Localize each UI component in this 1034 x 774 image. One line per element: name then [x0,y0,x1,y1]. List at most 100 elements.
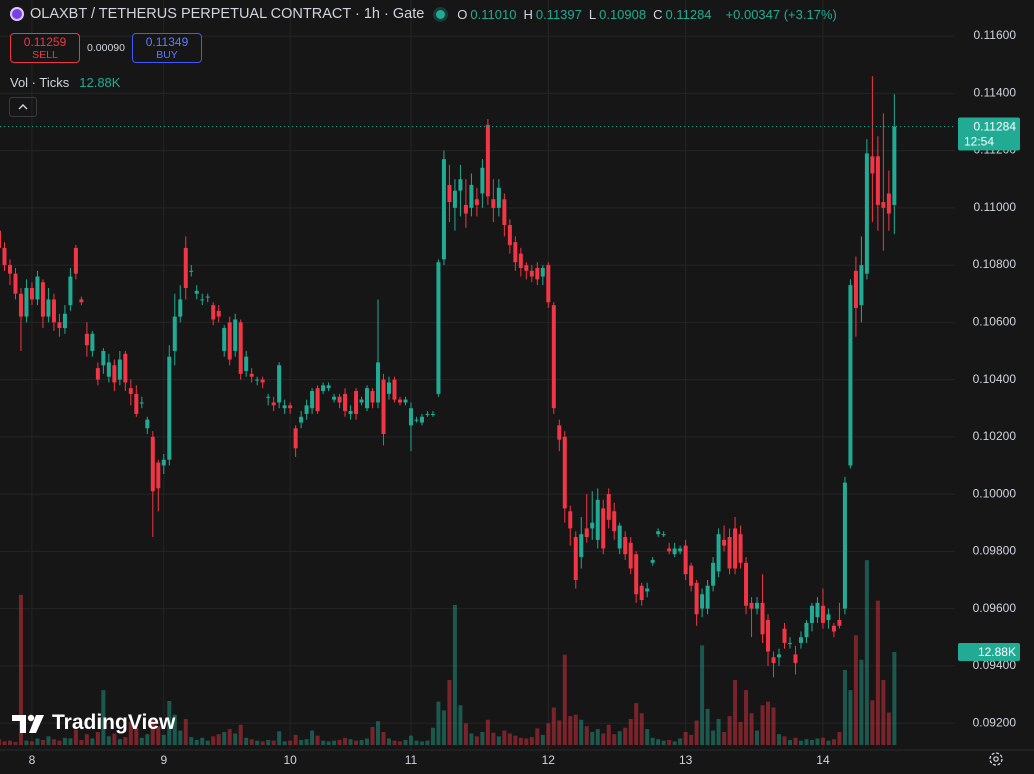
chart-title[interactable]: OLAXBT / TETHERUS PERPETUAL CONTRACT · 1… [30,6,425,22]
candle-body [485,124,490,197]
volume-bar [562,654,567,745]
volume-bar [738,721,743,745]
candle-body [584,528,589,538]
volume-bar [524,738,529,745]
x-tick-label: 12 [542,753,556,767]
volume-bar [744,690,749,745]
candle-body [227,322,232,360]
y-tick-label: 0.09800 [973,544,1017,558]
candle-body [700,594,705,609]
candle-body [656,531,661,535]
candle-body [573,537,578,580]
volume-bar [299,739,304,745]
candle-body [886,193,891,214]
candle-body [13,273,18,294]
volume-bar [387,738,392,745]
candle-body [51,299,56,323]
volume-bar [233,733,238,745]
ohlc-value: 0.10908 [599,6,647,22]
candle-body [436,262,441,394]
volume-bar [485,719,490,745]
volume-bar [716,719,721,745]
candle-body [766,620,771,652]
market-status[interactable] [436,9,446,19]
candle-body [326,385,331,389]
volume-bar [95,732,100,745]
volume-bar [755,730,760,745]
candle-body [403,399,408,403]
candle-body [0,230,1,248]
candle-body [458,179,463,191]
settings-button[interactable] [989,752,1003,766]
candle-body [359,399,364,403]
candle-body [645,588,650,592]
candle-body [299,416,304,423]
candle-body [842,482,847,609]
volume-bar [200,737,205,745]
volume-bar [480,732,485,745]
candle-body [722,539,727,546]
volume-bar [62,737,67,745]
volume-bar [595,729,600,745]
candle-body [733,528,738,569]
symbol-icon[interactable] [10,7,24,21]
volume-bar [84,734,89,745]
volume-bar [194,739,199,745]
sell-price: 0.11259 [23,35,67,49]
candle-body [595,499,600,540]
ohlc-legend: O 0.11010 H 0.11397 L 0.10908 C 0.11284 [457,7,715,22]
y-tick-label: 0.10000 [973,486,1017,500]
candle-body [650,559,655,563]
candle-body [430,413,435,415]
volume-bar [584,726,589,745]
volume-bar [837,732,842,745]
candle-body [216,310,221,317]
logo-icon [12,714,44,733]
volume-bar [853,635,858,745]
candle-body [568,511,573,529]
volume-legend: Vol · Ticks 12.88K [10,75,120,90]
candle-body [711,562,716,586]
volume-bar [661,740,666,745]
volume-bar [683,732,688,745]
candle-body [310,391,315,409]
volume-bar [749,713,754,745]
volume-bar [238,724,243,745]
volume-bar [293,734,298,745]
candle-body [343,393,348,412]
volume-bar [2,741,7,745]
volume-bar [150,717,155,745]
volume-bar [529,737,534,745]
collapse-button[interactable] [9,97,37,117]
buy-price: 0.11349 [145,35,189,49]
volume-bar [13,742,18,745]
candle-body [518,253,523,268]
candle-body [172,316,177,351]
sell-button[interactable]: 0.11259 SELL [10,33,80,63]
buy-button[interactable]: 0.11349 BUY [132,33,202,63]
volume-value: 12.88K [79,75,121,90]
volume-bar [156,726,161,745]
candle-body [156,462,161,489]
candle-body [2,247,7,266]
volume-bar [57,740,62,745]
candle-body [661,534,666,536]
candle-body [771,657,776,663]
candle-body [524,265,529,271]
candle-body [293,428,298,449]
gear-inner [993,756,999,762]
candle-body [414,419,419,421]
countdown: 12:54 [964,135,994,149]
volume-bar [354,740,359,745]
candle-body [798,637,803,643]
candle-body [749,602,754,609]
candle-body [183,247,188,288]
volume-title[interactable]: Vol · Ticks [10,75,70,90]
candle-body [612,511,617,532]
candle-body [260,379,265,383]
volume-bar [864,560,869,745]
volume-bar [106,736,111,745]
volume-bar [447,680,452,745]
candle-body [139,402,144,404]
volume-bar [326,741,331,745]
